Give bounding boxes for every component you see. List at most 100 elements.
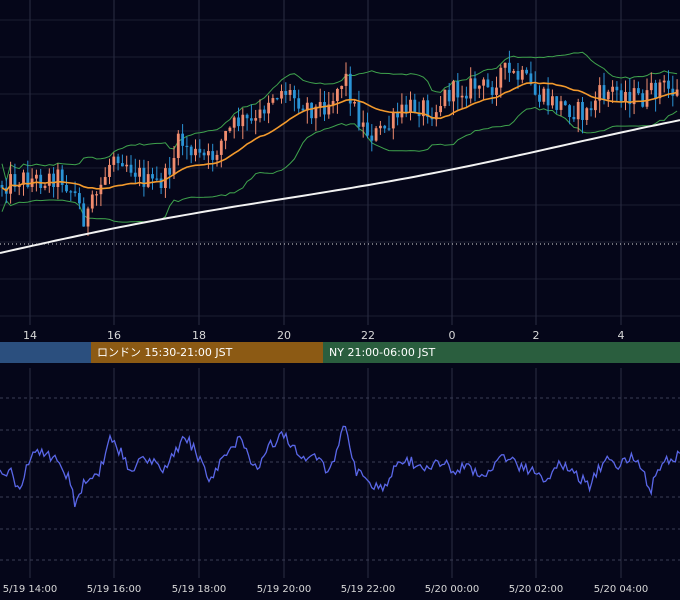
candle-body xyxy=(551,96,554,106)
bollinger-upper xyxy=(1,51,678,183)
candle xyxy=(314,104,318,131)
candle-body xyxy=(559,101,563,110)
candle-body xyxy=(357,102,361,127)
candle xyxy=(568,104,571,125)
candle xyxy=(447,82,451,106)
candle xyxy=(465,86,468,108)
candle-body xyxy=(512,71,516,73)
oscillator-panel[interactable] xyxy=(0,368,680,578)
candle-body xyxy=(645,90,649,107)
candle-body xyxy=(379,125,382,129)
candle xyxy=(379,120,382,135)
candle xyxy=(391,108,395,140)
price-x-tick-label-3: 20 xyxy=(277,329,291,342)
candle-body xyxy=(60,169,64,185)
candle xyxy=(366,112,369,139)
candle xyxy=(495,76,498,106)
price-x-tick-label-6: 2 xyxy=(533,329,540,342)
candle-body xyxy=(172,158,176,175)
candle xyxy=(69,190,73,202)
candle xyxy=(30,168,34,193)
osc-x-tick-label-0: 5/19 14:00 xyxy=(3,584,57,595)
candle xyxy=(469,67,473,104)
candle xyxy=(232,115,236,139)
candle xyxy=(396,102,399,126)
candle-body xyxy=(211,151,215,160)
candle-body xyxy=(434,112,438,120)
candle-body xyxy=(486,79,490,88)
candle-body xyxy=(103,176,107,185)
candle xyxy=(533,71,537,96)
candle xyxy=(60,165,64,193)
candle-body xyxy=(310,102,313,119)
candle xyxy=(422,97,425,126)
candle-body xyxy=(447,89,451,102)
candle xyxy=(108,158,111,185)
candle xyxy=(336,87,339,114)
candle xyxy=(628,78,632,118)
price-time-axis: 14 16 18 20 22 0 2 4 xyxy=(23,329,625,342)
session-bar-newyork: NY 21:00-06:00 JST xyxy=(323,342,680,363)
candle xyxy=(357,90,361,131)
candle-body xyxy=(125,164,129,167)
candle-body xyxy=(482,79,485,86)
candle xyxy=(202,149,206,160)
candle-body xyxy=(619,90,623,103)
candle-body xyxy=(340,85,344,89)
candle xyxy=(619,83,623,108)
candle xyxy=(90,190,94,213)
candle-body xyxy=(228,127,232,131)
candle-body xyxy=(658,82,662,99)
candle-body xyxy=(202,152,206,156)
candle-body xyxy=(318,102,322,107)
candle-body xyxy=(133,172,137,177)
candle xyxy=(417,101,421,128)
ma-orange-line xyxy=(1,81,678,192)
candle-body xyxy=(396,111,399,118)
candle xyxy=(615,81,619,102)
osc-x-tick-label-2: 5/19 18:00 xyxy=(172,584,226,595)
candle-body xyxy=(271,98,275,103)
osc-x-tick-label-4: 5/19 22:00 xyxy=(341,584,395,595)
candle xyxy=(675,79,679,98)
candle-body xyxy=(585,108,589,120)
candle xyxy=(503,62,507,80)
candle-body xyxy=(146,174,150,187)
candle xyxy=(310,102,313,125)
candle-body xyxy=(671,88,675,96)
candle xyxy=(624,80,627,111)
candle-body xyxy=(267,102,270,114)
candle-body xyxy=(503,62,507,68)
candle-body xyxy=(525,69,528,74)
candle xyxy=(585,106,589,125)
price-panel[interactable] xyxy=(0,0,680,325)
candle xyxy=(219,138,223,168)
candle-body xyxy=(78,193,81,204)
candle xyxy=(207,143,210,169)
moving-averages xyxy=(0,81,680,254)
candle-body xyxy=(336,88,339,102)
candle-body xyxy=(452,81,455,102)
candle xyxy=(262,105,266,121)
candle-body xyxy=(116,156,120,164)
candle-body xyxy=(400,104,404,118)
candle xyxy=(641,89,645,108)
candle xyxy=(176,130,180,166)
candle xyxy=(103,167,107,186)
candle xyxy=(280,84,283,104)
candle xyxy=(645,78,649,110)
candle-body xyxy=(39,174,43,188)
candle-body xyxy=(508,62,511,73)
candle xyxy=(228,126,232,133)
candle-body xyxy=(490,87,494,95)
candle-body xyxy=(443,89,447,107)
candle-body xyxy=(572,116,576,120)
candle xyxy=(434,104,438,127)
candle xyxy=(572,105,576,122)
candle xyxy=(576,98,580,133)
candle-body xyxy=(366,122,369,136)
candle-body xyxy=(662,80,666,83)
candle xyxy=(551,89,554,109)
price-x-tick-label-0: 14 xyxy=(23,329,37,342)
